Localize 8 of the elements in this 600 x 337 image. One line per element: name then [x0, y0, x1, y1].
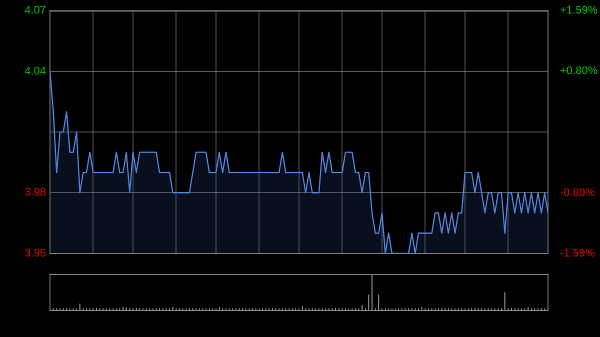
y2-tick-label: -1.59%	[560, 247, 596, 260]
y2-tick-label: +0.80%	[560, 64, 598, 77]
y-tick-label: 3.98	[24, 186, 46, 199]
y-tick-label: 4.04	[24, 65, 46, 78]
y2-tick-label: -0.80%	[560, 187, 596, 200]
y-tick-label: 3.95	[24, 247, 46, 260]
y-tick-label: 4.07	[24, 4, 46, 17]
y2-tick-label: +1.59%	[560, 4, 598, 17]
